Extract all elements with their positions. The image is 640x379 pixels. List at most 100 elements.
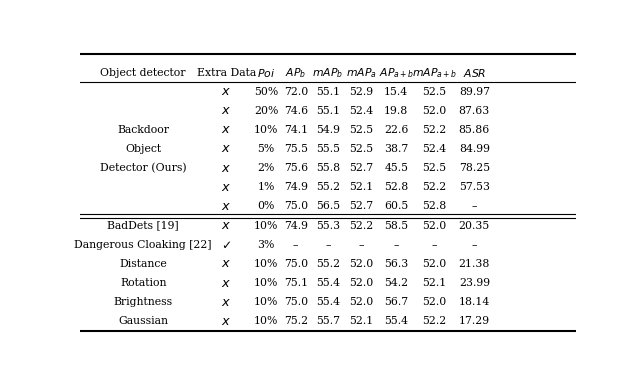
Text: 52.8: 52.8 [384, 182, 408, 192]
Text: $\boldsymbol{\mathit{x}}$: $\boldsymbol{\mathit{x}}$ [221, 257, 231, 270]
Text: $\boldsymbol{\mathit{x}}$: $\boldsymbol{\mathit{x}}$ [221, 104, 231, 117]
Text: $\boldsymbol{\mathit{x}}$: $\boldsymbol{\mathit{x}}$ [221, 296, 231, 309]
Text: 55.3: 55.3 [316, 221, 340, 230]
Text: 52.2: 52.2 [422, 182, 447, 192]
Text: $\boldsymbol{\mathit{x}}$: $\boldsymbol{\mathit{x}}$ [221, 277, 231, 290]
Text: 54.2: 54.2 [384, 278, 408, 288]
Text: 52.5: 52.5 [422, 163, 447, 173]
Text: 52.8: 52.8 [422, 201, 447, 211]
Text: –: – [293, 240, 298, 250]
Text: $\boldsymbol{\mathit{x}}$: $\boldsymbol{\mathit{x}}$ [221, 315, 231, 328]
Text: 10%: 10% [254, 278, 278, 288]
Text: 57.53: 57.53 [459, 182, 490, 192]
Text: 74.9: 74.9 [284, 221, 308, 230]
Text: 18.14: 18.14 [459, 297, 490, 307]
Text: 52.4: 52.4 [422, 144, 447, 154]
Text: 23.99: 23.99 [459, 278, 490, 288]
Text: 56.7: 56.7 [384, 297, 408, 307]
Text: Dangerous Cloaking [22]: Dangerous Cloaking [22] [74, 240, 212, 250]
Text: Backdoor: Backdoor [117, 125, 169, 135]
Text: 55.2: 55.2 [316, 259, 340, 269]
Text: $\boldsymbol{\mathit{x}}$: $\boldsymbol{\mathit{x}}$ [221, 219, 231, 232]
Text: 55.7: 55.7 [316, 316, 340, 326]
Text: 50%: 50% [254, 86, 278, 97]
Text: 60.5: 60.5 [384, 201, 408, 211]
Text: Brightness: Brightness [114, 297, 173, 307]
Text: 55.1: 55.1 [316, 106, 340, 116]
Text: 1%: 1% [257, 182, 275, 192]
Text: –: – [472, 240, 477, 250]
Text: Rotation: Rotation [120, 278, 166, 288]
Text: $\boldsymbol{\mathit{x}}$: $\boldsymbol{\mathit{x}}$ [221, 200, 231, 213]
Text: 52.2: 52.2 [349, 221, 374, 230]
Text: 74.1: 74.1 [284, 125, 308, 135]
Text: $ASR$: $ASR$ [463, 67, 486, 79]
Text: Extra Data: Extra Data [196, 68, 256, 78]
Text: $AP_b$: $AP_b$ [285, 66, 307, 80]
Text: 85.86: 85.86 [459, 125, 490, 135]
Text: 52.1: 52.1 [349, 316, 374, 326]
Text: 17.29: 17.29 [459, 316, 490, 326]
Text: 20.35: 20.35 [459, 221, 490, 230]
Text: 89.97: 89.97 [459, 86, 490, 97]
Text: 75.6: 75.6 [284, 163, 308, 173]
Text: 56.3: 56.3 [384, 259, 408, 269]
Text: 2%: 2% [257, 163, 275, 173]
Text: 55.8: 55.8 [316, 163, 340, 173]
Text: 10%: 10% [254, 316, 278, 326]
Text: 52.7: 52.7 [349, 163, 374, 173]
Text: 52.5: 52.5 [349, 125, 374, 135]
Text: 15.4: 15.4 [384, 86, 408, 97]
Text: 75.1: 75.1 [284, 278, 308, 288]
Text: $mAP_a$: $mAP_a$ [346, 66, 377, 80]
Text: $AP_{a+b}$: $AP_{a+b}$ [379, 66, 413, 80]
Text: 22.6: 22.6 [384, 125, 408, 135]
Text: $\it{Poi}$: $\it{Poi}$ [257, 67, 275, 79]
Text: 52.0: 52.0 [422, 297, 447, 307]
Text: 55.4: 55.4 [384, 316, 408, 326]
Text: 52.0: 52.0 [422, 221, 447, 230]
Text: 52.5: 52.5 [349, 144, 374, 154]
Text: 52.0: 52.0 [349, 259, 374, 269]
Text: 75.0: 75.0 [284, 259, 308, 269]
Text: 75.5: 75.5 [284, 144, 308, 154]
Text: 45.5: 45.5 [384, 163, 408, 173]
Text: 55.2: 55.2 [316, 182, 340, 192]
Text: 56.5: 56.5 [316, 201, 340, 211]
Text: Object: Object [125, 144, 161, 154]
Text: $\boldsymbol{\mathit{x}}$: $\boldsymbol{\mathit{x}}$ [221, 85, 231, 98]
Text: $\boldsymbol{\mathit{x}}$: $\boldsymbol{\mathit{x}}$ [221, 161, 231, 175]
Text: 52.5: 52.5 [422, 86, 447, 97]
Text: Detector (Ours): Detector (Ours) [100, 163, 186, 173]
Text: 52.2: 52.2 [422, 125, 447, 135]
Text: 52.4: 52.4 [349, 106, 374, 116]
Text: 52.1: 52.1 [349, 182, 374, 192]
Text: 10%: 10% [254, 125, 278, 135]
Text: 5%: 5% [257, 144, 275, 154]
Text: 72.0: 72.0 [284, 86, 308, 97]
Text: 21.38: 21.38 [459, 259, 490, 269]
Text: 52.9: 52.9 [349, 86, 374, 97]
Text: –: – [432, 240, 437, 250]
Text: 55.1: 55.1 [316, 86, 340, 97]
Text: $\boldsymbol{\mathit{x}}$: $\boldsymbol{\mathit{x}}$ [221, 143, 231, 155]
Text: 52.0: 52.0 [422, 106, 447, 116]
Text: 55.4: 55.4 [316, 278, 340, 288]
Text: 10%: 10% [254, 259, 278, 269]
Text: –: – [359, 240, 364, 250]
Text: 10%: 10% [254, 297, 278, 307]
Text: 52.0: 52.0 [349, 297, 374, 307]
Text: 52.7: 52.7 [349, 201, 374, 211]
Text: 0%: 0% [257, 201, 275, 211]
Text: 54.9: 54.9 [316, 125, 340, 135]
Text: $mAP_b$: $mAP_b$ [312, 66, 344, 80]
Text: 3%: 3% [257, 240, 275, 250]
Text: Distance: Distance [120, 259, 167, 269]
Text: 55.4: 55.4 [316, 297, 340, 307]
Text: 58.5: 58.5 [384, 221, 408, 230]
Text: 55.5: 55.5 [316, 144, 340, 154]
Text: Object detector: Object detector [100, 68, 186, 78]
Text: $\boldsymbol{\mathit{x}}$: $\boldsymbol{\mathit{x}}$ [221, 123, 231, 136]
Text: –: – [394, 240, 399, 250]
Text: 38.7: 38.7 [384, 144, 408, 154]
